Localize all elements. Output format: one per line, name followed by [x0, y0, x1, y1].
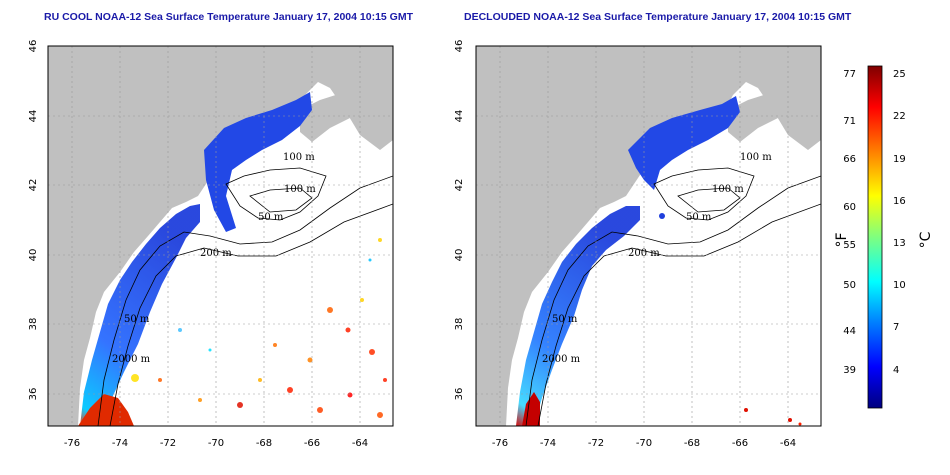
f-tick-label: 77	[843, 69, 856, 80]
lat-tick-label: 46	[28, 40, 39, 53]
lon-tick-label: -76	[492, 438, 508, 449]
lon-tick-label: -64	[780, 438, 796, 449]
lon-tick-label: -70	[208, 438, 224, 449]
contour-label: 100 m	[712, 184, 744, 195]
f-tick-label: 44	[843, 326, 856, 337]
lat-tick-label: 38	[454, 318, 465, 331]
contour-label: 100 m	[283, 152, 315, 163]
sst-warm-patch-right	[522, 392, 540, 426]
f-tick-label: 39	[843, 365, 856, 376]
lon-tick-label: -76	[64, 438, 80, 449]
right-map-title: DECLOUDED NOAA-12 Sea Surface Temperatur…	[464, 11, 852, 23]
c-tick-label: 7	[893, 322, 899, 333]
lat-tick-label: 40	[454, 249, 465, 262]
land-mainland	[48, 46, 393, 426]
left-map-title: RU COOL NOAA-12 Sea Surface Temperature …	[44, 11, 414, 23]
left-map: 100 m 100 m 50 m 200 m 50 m 2000 m	[48, 46, 393, 426]
f-tick-label: 50	[843, 280, 856, 291]
c-tick-label: 16	[893, 196, 906, 207]
sst-speckles-right	[659, 213, 802, 426]
land-nova-scotia	[728, 80, 821, 142]
lon-tick-label: -66	[732, 438, 748, 449]
right-lat-axis: 36 38 40 42 44 46	[454, 40, 465, 401]
right-map: 100 m 100 m 50 m 200 m 50 m 2000 m	[476, 46, 821, 426]
lon-tick-label: -68	[256, 438, 272, 449]
lon-tick-label: -74	[540, 438, 556, 449]
c-tick-label: 10	[893, 280, 906, 291]
lat-tick-label: 44	[454, 110, 465, 123]
contour-label: 50 m	[258, 212, 284, 223]
contour-label: 50 m	[686, 212, 712, 223]
contour-label: 2000 m	[112, 354, 151, 365]
lon-tick-label: -64	[352, 438, 368, 449]
lat-tick-label: 42	[454, 179, 465, 192]
grid-right	[476, 46, 821, 426]
c-tick-label: 22	[893, 111, 906, 122]
f-tick-label: 71	[843, 116, 856, 127]
colorbar: 77 71 66 60 55 50 44 39 25 22 19 16 13 1…	[834, 65, 934, 409]
lat-tick-label: 36	[454, 388, 465, 401]
contour-label: 200 m	[200, 248, 232, 259]
lon-tick-label: -66	[304, 438, 320, 449]
land-mainland	[476, 46, 821, 426]
c-tick-label: 25	[893, 69, 906, 80]
c-tick-label: 13	[893, 238, 906, 249]
sst-speckles-left	[131, 238, 387, 418]
lat-tick-label: 42	[28, 179, 39, 192]
land-nova-scotia	[300, 80, 393, 142]
grid-left	[48, 46, 393, 426]
celsius-unit-label: °C	[918, 231, 934, 248]
lat-tick-label: 44	[28, 110, 39, 123]
contour-label: 200 m	[628, 248, 660, 259]
contour-label: 100 m	[740, 152, 772, 163]
c-tick-label: 4	[893, 365, 899, 376]
right-map-frame	[475, 45, 822, 427]
f-tick-label: 66	[843, 154, 856, 165]
contour-label: 100 m	[284, 184, 316, 195]
c-tick-label: 19	[893, 154, 906, 165]
contour-labels-right: 100 m 100 m 50 m 200 m 50 m 2000 m	[542, 152, 772, 365]
sst-gulf-of-maine-right	[628, 96, 740, 190]
left-lat-axis: 36 38 40 42 44 46	[28, 40, 39, 401]
contour-label: 50 m	[124, 314, 150, 325]
lon-tick-label: -72	[160, 438, 176, 449]
f-tick-label: 60	[843, 202, 856, 213]
lat-tick-label: 46	[454, 40, 465, 53]
lat-tick-label: 36	[28, 388, 39, 401]
lat-tick-label: 40	[28, 249, 39, 262]
contour-labels-left: 100 m 100 m 50 m 200 m 50 m 2000 m	[112, 152, 316, 365]
lon-tick-label: -74	[112, 438, 128, 449]
lon-tick-label: -72	[588, 438, 604, 449]
fahrenheit-unit-label: °F	[834, 232, 850, 247]
lon-tick-label: -68	[684, 438, 700, 449]
colorbar-fahrenheit-ticks: 77 71 66 60 55 50 44 39	[843, 69, 856, 376]
left-map-frame	[47, 45, 394, 427]
lat-tick-label: 38	[28, 318, 39, 331]
sst-gulf-of-maine-left	[204, 92, 312, 232]
left-lon-axis: -76 -74 -72 -70 -68 -66 -64	[64, 438, 368, 449]
f-tick-label: 55	[843, 240, 856, 251]
lon-tick-label: -70	[636, 438, 652, 449]
sst-shelf-left	[80, 204, 200, 426]
colorbar-celsius-ticks: 25 22 19 16 13 10 7 4	[893, 69, 906, 376]
contour-label: 50 m	[552, 314, 578, 325]
contour-label: 2000 m	[542, 354, 581, 365]
sst-shelf-right	[516, 206, 640, 426]
right-lon-axis: -76 -74 -72 -70 -68 -66 -64	[492, 438, 796, 449]
colorbar-gradient	[867, 65, 883, 409]
